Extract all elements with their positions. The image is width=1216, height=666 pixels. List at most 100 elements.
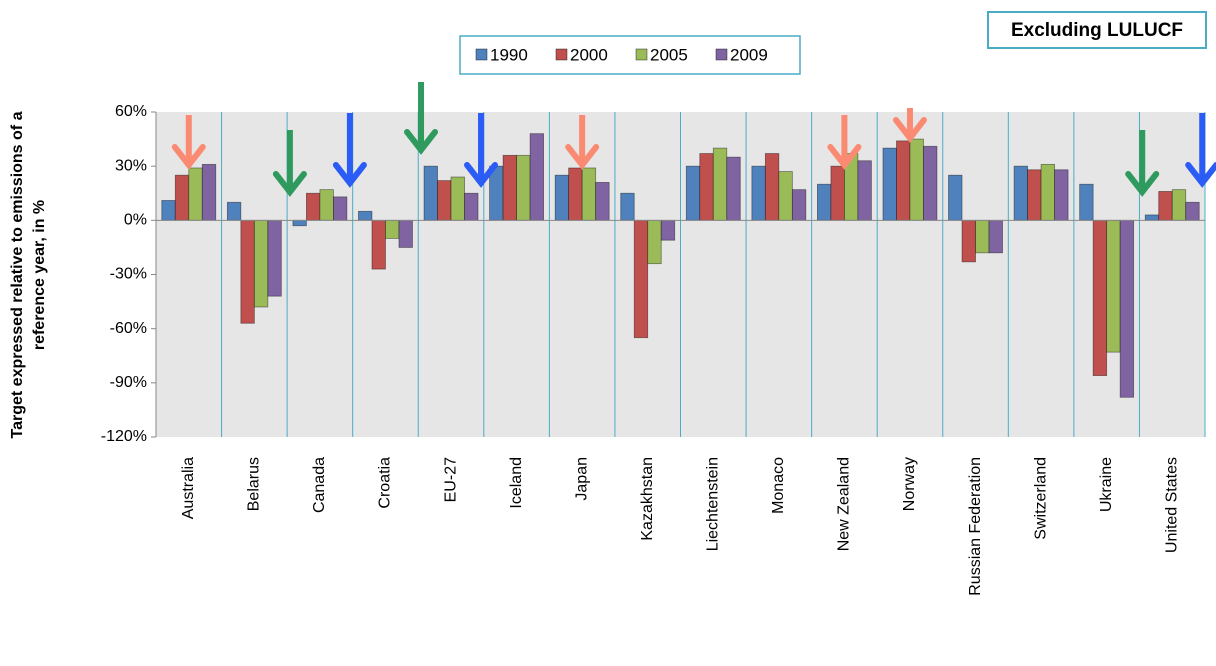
bar — [529, 133, 544, 221]
arrow — [892, 108, 927, 143]
bar — [1185, 201, 1200, 221]
bar — [1106, 219, 1121, 353]
y-tick-label: 0% — [124, 212, 147, 229]
arrow — [565, 115, 600, 170]
x-tick-label: Ukraine — [1098, 457, 1115, 512]
arrow — [464, 113, 499, 188]
x-tick-label: Liechtenstein — [705, 457, 722, 551]
arrow — [332, 113, 367, 188]
bar — [961, 219, 976, 263]
bar — [620, 192, 635, 221]
bar — [568, 167, 583, 221]
bar — [791, 189, 807, 221]
y-tick-label: -90% — [110, 374, 147, 391]
bar — [253, 219, 269, 308]
bar — [516, 154, 531, 221]
legend-box — [459, 35, 801, 75]
x-tick-label: New Zealand — [836, 457, 853, 551]
arrow — [827, 115, 862, 170]
bar — [647, 219, 662, 265]
bar — [161, 200, 176, 221]
arrow-head — [272, 171, 307, 197]
x-tick-label: Monaco — [770, 457, 787, 514]
arrow — [404, 82, 439, 155]
bar — [502, 154, 517, 221]
bar — [857, 160, 872, 221]
legend-label: 1990 — [490, 45, 528, 64]
arrow-head — [827, 144, 862, 170]
bar — [633, 219, 649, 339]
bar — [1092, 219, 1108, 377]
y-axis-title: Target expressed relative to emissions o… — [9, 111, 48, 438]
arrow-head — [1125, 171, 1160, 197]
bar — [923, 145, 938, 221]
bar — [306, 192, 321, 221]
bar — [358, 210, 373, 221]
arrow-head — [171, 144, 206, 170]
legend-label: 2009 — [730, 45, 768, 64]
legend-swatch — [635, 48, 648, 61]
annotation-box — [987, 11, 1207, 49]
y-label-line: Target expressed relative to emissions o… — [9, 111, 26, 438]
x-tick-label: EU-27 — [442, 457, 459, 502]
bar — [240, 219, 255, 324]
arrow — [1125, 130, 1160, 197]
bar — [174, 174, 190, 221]
bar — [423, 165, 438, 221]
x-tick-label: Kazakhstan — [639, 457, 656, 541]
bar — [685, 165, 701, 221]
bar — [909, 138, 924, 221]
bar — [1054, 169, 1069, 221]
bar — [188, 167, 203, 221]
x-tick-label: Canada — [311, 457, 328, 513]
arrow — [171, 115, 206, 170]
bar — [489, 165, 504, 221]
bar — [1079, 183, 1094, 221]
bar — [975, 219, 990, 254]
bar — [1158, 191, 1173, 221]
bar — [292, 219, 307, 227]
bar — [948, 174, 963, 221]
bar — [226, 201, 242, 221]
bar — [450, 176, 465, 221]
y-label-line: reference year, in % — [31, 200, 48, 350]
bar — [830, 165, 845, 221]
bar — [660, 219, 676, 241]
x-tick-label: Iceland — [508, 457, 525, 509]
bar — [398, 219, 413, 248]
legend-swatch — [475, 48, 488, 61]
legend-label: 2005 — [650, 45, 688, 64]
bar — [437, 180, 452, 221]
arrow-head — [565, 144, 600, 170]
x-tick-label: Norway — [901, 457, 918, 511]
arrow-head — [404, 129, 439, 155]
arrow — [272, 130, 307, 197]
bar — [751, 165, 766, 221]
x-tick-label: Australia — [180, 457, 197, 519]
bar — [385, 219, 400, 239]
bar — [882, 147, 897, 221]
bar — [1040, 163, 1055, 221]
y-tick-label: -120% — [101, 428, 147, 445]
bar — [988, 219, 1003, 254]
bar — [712, 147, 728, 221]
bar — [333, 196, 348, 221]
bar — [464, 192, 479, 221]
legend-swatch — [555, 48, 568, 61]
legend-label: 2000 — [570, 45, 608, 64]
x-tick-label: United States — [1163, 457, 1180, 553]
bar — [764, 153, 780, 221]
bar — [817, 183, 832, 221]
bar — [1013, 165, 1028, 221]
arrow-head — [332, 162, 367, 188]
x-tick-label: Russian Federation — [967, 457, 984, 596]
annotation: Excluding LULUCF — [1011, 20, 1183, 41]
y-tick-label: -60% — [110, 320, 147, 337]
arrow — [1185, 113, 1216, 188]
x-tick-label: Japan — [573, 457, 590, 501]
x-tick-label: Switzerland — [1032, 457, 1049, 540]
bar — [1171, 189, 1187, 221]
bar — [699, 153, 714, 221]
bar — [778, 171, 793, 221]
